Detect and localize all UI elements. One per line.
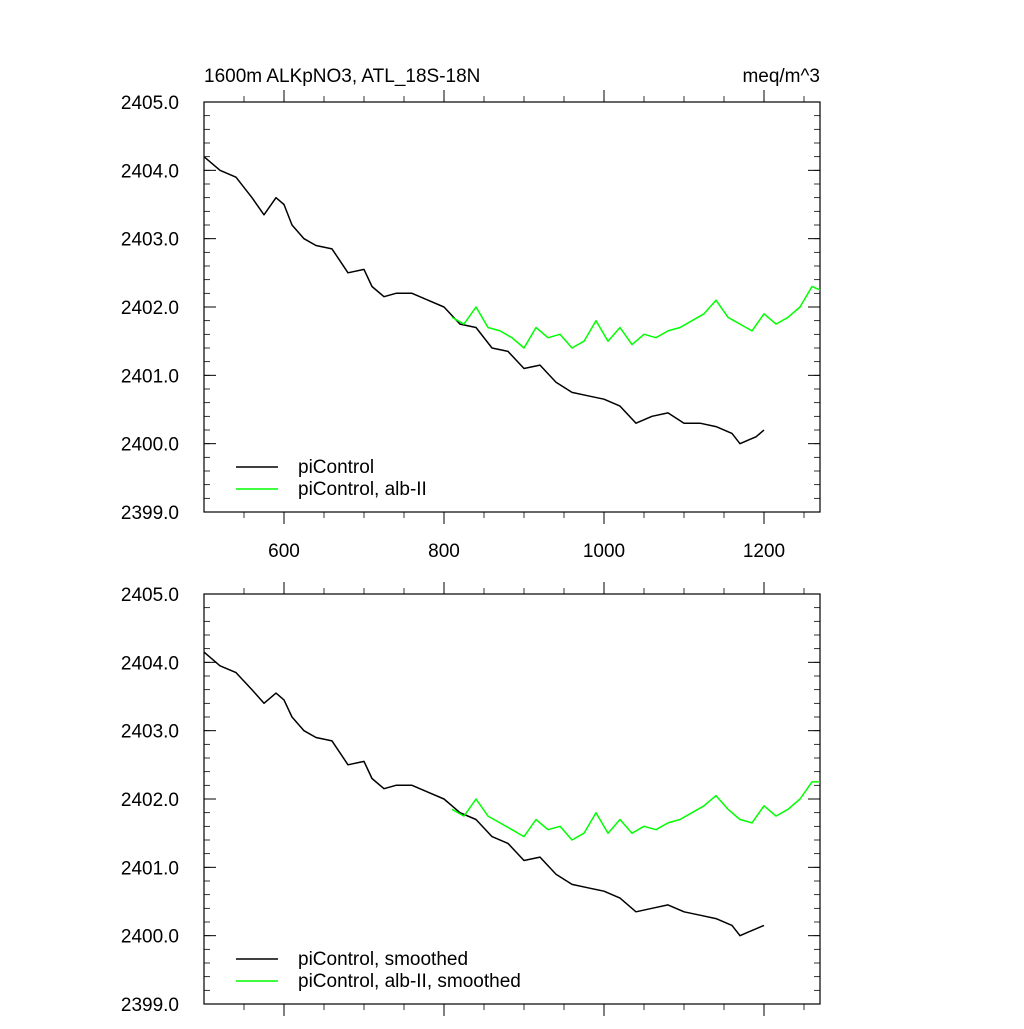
y-tick-label: 2405.0 — [121, 93, 179, 114]
y-tick-label: 2402.0 — [121, 298, 179, 319]
series-line-2-2 — [451, 781, 820, 841]
plot-frame-2 — [203, 593, 821, 1005]
y-tick-label: 2404.0 — [121, 161, 179, 182]
y-tick-label: 2399.0 — [121, 995, 179, 1016]
y-tick-label: 2404.0 — [121, 653, 179, 674]
legend-label: piControl — [298, 457, 374, 478]
y-tick-label: 2405.0 — [121, 585, 179, 606]
y-tick-label: 2400.0 — [121, 927, 179, 948]
y-tick-label: 2400.0 — [121, 435, 179, 456]
y-tick-label: 2403.0 — [121, 230, 179, 251]
x-tick-label: 600 — [268, 541, 300, 562]
legend-label: piControl, alb-II, smoothed — [298, 971, 521, 992]
legend-label: piControl, smoothed — [298, 949, 468, 970]
y-tick-label: 2401.0 — [121, 366, 179, 387]
y-tick-label: 2403.0 — [121, 722, 179, 743]
series-line-2-1 — [203, 651, 765, 937]
legend-label: piControl, alb-II — [298, 479, 427, 500]
y-tick-label: 2401.0 — [121, 858, 179, 879]
x-tick-label: 1000 — [583, 541, 625, 562]
x-tick-label: 1200 — [743, 541, 785, 562]
chart-title: 1600m ALKpNO3, ATL_18S-18N — [204, 66, 480, 87]
y-tick-label: 2399.0 — [121, 503, 179, 524]
series-line-1-2 — [451, 285, 821, 349]
series-line-1-1 — [203, 156, 765, 445]
y-tick-label: 2402.0 — [121, 790, 179, 811]
chart-units: meq/m^3 — [742, 66, 820, 87]
plot-frame-1 — [203, 101, 821, 513]
x-tick-label: 800 — [428, 541, 460, 562]
